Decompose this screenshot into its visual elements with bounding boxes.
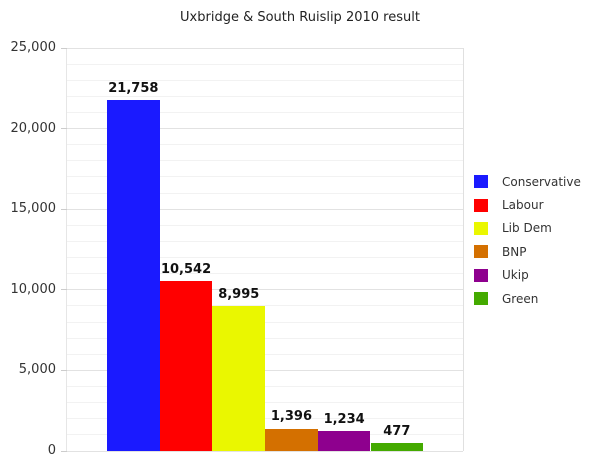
y-tick <box>61 450 67 452</box>
gridline-minor <box>67 160 463 162</box>
gridline-minor <box>67 257 463 259</box>
legend-item-labour: Labour <box>474 193 581 216</box>
gridline-major <box>67 289 463 291</box>
bar-ukip <box>317 431 371 451</box>
gridline-minor <box>67 224 463 226</box>
legend-label: Green <box>502 291 539 306</box>
gridline-minor <box>67 305 463 307</box>
y-tick <box>61 47 67 49</box>
y-tick <box>61 369 67 371</box>
gridline-minor <box>67 273 463 275</box>
gridline-minor <box>67 63 463 65</box>
bar-lib-dem <box>212 306 266 451</box>
y-tick <box>61 208 67 210</box>
gridline-minor <box>67 95 463 97</box>
y-tick <box>61 128 67 130</box>
gridline-minor <box>67 79 463 81</box>
bar-value-label: 1,396 <box>270 409 312 425</box>
bar-value-label: 21,758 <box>108 81 159 97</box>
y-axis-label: 20,000 <box>10 120 57 136</box>
y-axis-label: 15,000 <box>10 201 57 217</box>
legend-item-ukip: Ukip <box>474 264 581 287</box>
y-axis-label: 25,000 <box>10 40 57 55</box>
gridline-major <box>67 450 463 452</box>
legend-swatch <box>474 268 488 282</box>
y-axis-label: 5,000 <box>18 362 56 378</box>
bar-bnp <box>265 428 318 451</box>
y-axis-label: 0 <box>47 443 56 458</box>
legend-label: Ukip <box>502 268 529 283</box>
gridline-minor <box>67 192 463 194</box>
gridline-major <box>67 47 463 49</box>
chart-title: Uxbridge & South Ruislip 2010 result <box>180 10 420 25</box>
legend-swatch <box>474 245 488 259</box>
gridline-minor <box>67 144 463 146</box>
plot-area: 21,758 10,542 8,995 1,396 1,234 477 <box>61 47 464 452</box>
gridline-minor <box>67 240 463 242</box>
legend-item-conservative: Conservative <box>474 170 581 193</box>
legend-swatch <box>474 292 488 306</box>
legend-label: Lib Dem <box>502 221 552 236</box>
bar-value-label: 477 <box>383 424 411 440</box>
gridline-major <box>67 208 463 210</box>
legend-item-lib-dem: Lib Dem <box>474 217 581 240</box>
legend-label: Conservative <box>502 174 581 189</box>
bar-value-label: 8,995 <box>218 287 260 302</box>
y-tick <box>61 289 67 291</box>
bar-conservative <box>107 100 160 451</box>
gridline-minor <box>67 111 463 113</box>
legend: Conservative Labour Lib Dem BNP Ukip Green <box>474 170 581 310</box>
bar-value-label: 1,234 <box>323 412 365 428</box>
y-axis-label: 10,000 <box>10 281 57 297</box>
legend-label: Labour <box>502 198 544 213</box>
legend-swatch <box>474 175 488 189</box>
legend-item-green: Green <box>474 287 581 310</box>
gridline-minor <box>67 176 463 178</box>
gridline-major <box>67 128 463 130</box>
legend-swatch <box>474 198 488 212</box>
bar-labour <box>159 281 213 451</box>
legend-swatch <box>474 221 488 235</box>
bar-value-label: 10,542 <box>160 262 212 278</box>
legend-item-bnp: BNP <box>474 240 581 263</box>
bar-green <box>370 443 424 451</box>
legend-label: BNP <box>502 244 527 259</box>
